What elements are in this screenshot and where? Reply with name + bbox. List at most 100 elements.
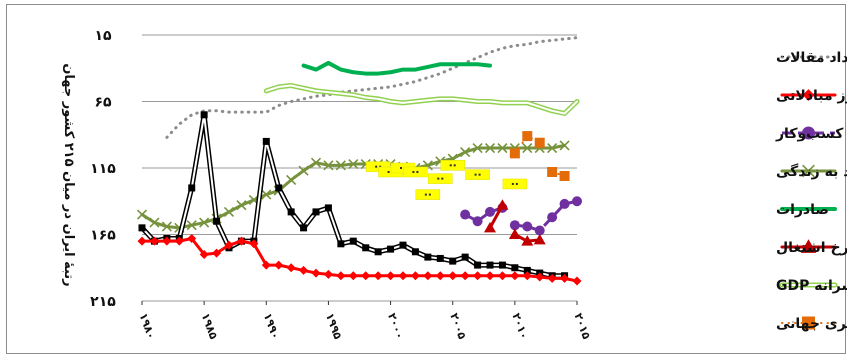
data-point	[522, 142, 533, 154]
x-tick-label: ۱۹۹۰	[261, 311, 282, 341]
data-point	[509, 148, 520, 159]
data-point-stroke	[161, 221, 172, 232]
legend-label: امید به زندگی	[776, 163, 847, 180]
data-point	[411, 248, 419, 256]
data-point	[484, 142, 496, 154]
data-point-dot	[453, 164, 456, 167]
x-tick-label: ۲۰۰۵	[447, 311, 468, 341]
data-point	[349, 237, 357, 245]
legend-label: رقابت‌پذیری جهانی	[776, 316, 847, 332]
data-point	[236, 200, 247, 211]
series	[509, 131, 545, 159]
data-point-stroke	[261, 189, 272, 200]
data-point	[324, 204, 332, 212]
data-point	[298, 165, 309, 176]
y-tick-label: ۱۶۵	[90, 228, 116, 244]
data-point-stroke	[223, 206, 235, 217]
data-point-dot	[437, 177, 440, 180]
data-point	[436, 254, 444, 262]
data-point	[312, 208, 320, 216]
y-axis-label: رتبهٔ ایران در میان ۲۱۵ کشور جهان	[61, 63, 76, 286]
legend-item: امید به زندگی	[776, 163, 847, 180]
chart-frame: ۱۵ ۶۵ ۱۱۵ ۱۶۵ ۲۱۵ ۱۹۸۰ ۱۹۸۵ ۱۹۹۰ ۱۹۹۵ ۲۰۰۰ ۲۰۰۵ ۲۰…	[6, 4, 847, 354]
data-point	[224, 240, 234, 250]
legend-label: ارز مبادلاتی	[776, 88, 847, 104]
data-point	[428, 173, 453, 184]
series	[263, 83, 580, 116]
data-point-stroke	[497, 142, 508, 154]
series	[301, 60, 492, 76]
data-point	[572, 276, 582, 286]
data-point	[802, 126, 815, 140]
data-point-dot	[416, 170, 419, 173]
data-point-stroke	[236, 200, 247, 211]
data-point-dot	[474, 173, 477, 176]
series	[137, 233, 582, 286]
legend-label: آسانی کسب‌وکار	[775, 124, 847, 142]
data-point	[448, 271, 458, 281]
data-point	[497, 142, 508, 154]
data-point	[361, 271, 371, 281]
data-point	[473, 271, 483, 281]
data-point	[249, 239, 259, 249]
data-point	[449, 257, 457, 265]
data-point	[262, 137, 270, 145]
data-point-dot	[511, 182, 514, 185]
data-point	[472, 142, 483, 154]
series	[165, 36, 579, 139]
legend-item: صادرات	[776, 202, 837, 218]
series-line	[140, 143, 567, 230]
data-point	[547, 142, 558, 154]
legend-item: نرخ اشتغال	[776, 239, 847, 256]
data-point	[323, 160, 334, 171]
data-point-dot	[424, 193, 427, 196]
data-point	[510, 271, 520, 281]
series	[509, 196, 582, 236]
data-point	[461, 253, 469, 261]
x-tick-label: ۱۹۹۵	[323, 311, 344, 341]
data-point-stroke	[484, 142, 496, 154]
data-point-stroke	[547, 142, 558, 154]
series-line-inner	[265, 84, 578, 115]
data-point	[560, 273, 570, 283]
data-point-dot	[400, 167, 402, 169]
series	[547, 166, 570, 181]
series-line	[513, 135, 541, 155]
x-tick-label: ۱۹۸۵	[199, 311, 220, 341]
data-point	[460, 146, 471, 158]
series-line	[301, 60, 492, 76]
data-point	[547, 273, 557, 283]
data-point	[213, 217, 221, 225]
x-tick-label: ۲۰۰۰	[385, 311, 406, 341]
data-point	[403, 166, 428, 178]
series	[508, 228, 546, 246]
legend-label: تعداد مقالات	[776, 50, 847, 66]
x-tick-label: ۲۰۱۰	[509, 311, 530, 341]
data-point	[162, 236, 172, 246]
data-point	[509, 220, 520, 231]
data-point	[485, 271, 495, 281]
data-point-dot	[515, 182, 518, 185]
data-point	[474, 261, 482, 269]
data-point	[496, 199, 509, 210]
data-point-stroke	[199, 217, 210, 228]
data-point	[572, 196, 582, 207]
data-point-dot	[387, 170, 390, 173]
data-point	[511, 264, 519, 272]
data-point-dot	[428, 193, 431, 196]
data-point	[200, 111, 208, 119]
data-point	[386, 271, 396, 281]
line-chart: ۱۵ ۶۵ ۱۱۵ ۱۶۵ ۲۱۵ ۱۹۸۰ ۱۹۸۵ ۱۹۹۰ ۱۹۹۵ ۲۰۰۰ ۲۰۰۵ ۲۰…	[61, 28, 847, 341]
data-point	[186, 220, 197, 231]
data-point-stroke	[323, 160, 334, 171]
data-point-stroke	[360, 158, 371, 170]
legend-label: نرخ اشتغال	[776, 240, 847, 256]
legend-item: ارز مبادلاتی	[776, 88, 847, 104]
data-point	[415, 189, 441, 200]
legend-item: رقابت‌پذیری جهانی	[776, 316, 847, 332]
data-point-stroke	[460, 146, 471, 158]
data-point-stroke	[136, 209, 148, 220]
data-point	[223, 206, 235, 217]
data-point	[802, 164, 815, 178]
data-point	[502, 178, 528, 190]
